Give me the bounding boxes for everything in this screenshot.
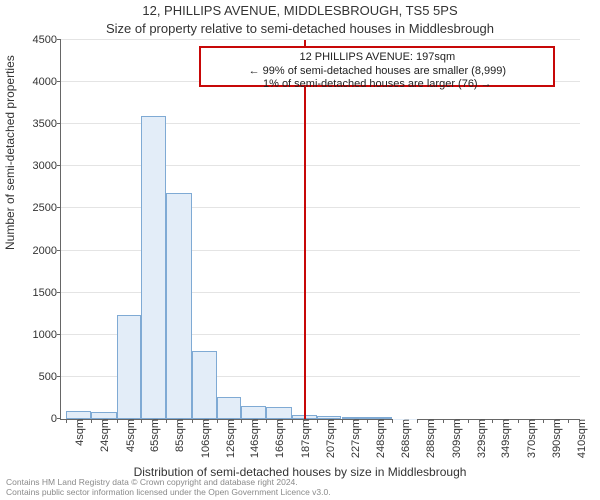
y-tick-label: 3500 bbox=[33, 118, 61, 130]
y-tick-label: 3000 bbox=[33, 160, 61, 172]
histogram-bar bbox=[192, 351, 217, 419]
x-tick-label: 268sqm bbox=[396, 419, 412, 458]
grid-line bbox=[61, 39, 580, 40]
x-tick-mark bbox=[266, 419, 267, 423]
x-tick-mark bbox=[117, 419, 118, 423]
y-tick-label: 1500 bbox=[33, 287, 61, 299]
x-tick-mark bbox=[141, 419, 142, 423]
x-tick-label: 166sqm bbox=[270, 419, 286, 458]
footer-attribution: Contains HM Land Registry data © Crown c… bbox=[6, 478, 331, 498]
x-tick-label: 288sqm bbox=[421, 419, 437, 458]
histogram-bar bbox=[141, 116, 166, 419]
y-tick-label: 500 bbox=[39, 371, 61, 383]
x-tick-mark bbox=[241, 419, 242, 423]
annotation-line1: 12 PHILLIPS AVENUE: 197sqm bbox=[207, 51, 547, 65]
x-tick-label: 370sqm bbox=[522, 419, 538, 458]
y-tick-label: 4500 bbox=[33, 34, 61, 46]
x-tick-mark bbox=[342, 419, 343, 423]
x-tick-label: 410sqm bbox=[572, 419, 588, 458]
x-tick-mark bbox=[518, 419, 519, 423]
x-tick-label: 24sqm bbox=[95, 419, 111, 452]
x-tick-label: 65sqm bbox=[145, 419, 161, 452]
x-tick-mark bbox=[492, 419, 493, 423]
histogram-bar bbox=[241, 406, 266, 419]
x-tick-mark bbox=[367, 419, 368, 423]
x-tick-label: 227sqm bbox=[346, 419, 362, 458]
x-tick-label: 329sqm bbox=[472, 419, 488, 458]
y-tick-label: 4000 bbox=[33, 76, 61, 88]
histogram-bar bbox=[217, 397, 242, 419]
x-tick-label: 207sqm bbox=[321, 419, 337, 458]
y-tick-label: 1000 bbox=[33, 329, 61, 341]
histogram-bar bbox=[91, 412, 117, 419]
grid-line bbox=[61, 250, 580, 251]
grid-line bbox=[61, 165, 580, 166]
x-tick-mark bbox=[292, 419, 293, 423]
x-tick-label: 248sqm bbox=[371, 419, 387, 458]
x-tick-mark bbox=[66, 419, 67, 423]
x-tick-mark bbox=[568, 419, 569, 423]
y-tick-label: 2000 bbox=[33, 245, 61, 257]
x-tick-label: 126sqm bbox=[221, 419, 237, 458]
x-tick-mark bbox=[317, 419, 318, 423]
x-tick-label: 45sqm bbox=[121, 419, 137, 452]
x-tick-label: 106sqm bbox=[196, 419, 212, 458]
x-tick-label: 4sqm bbox=[70, 419, 86, 446]
x-tick-mark bbox=[417, 419, 418, 423]
histogram-bar bbox=[117, 315, 142, 419]
property-marker-line bbox=[304, 40, 306, 419]
x-tick-mark bbox=[443, 419, 444, 423]
y-axis-label: Number of semi-detached properties bbox=[3, 55, 17, 250]
x-tick-label: 187sqm bbox=[296, 419, 312, 458]
plot-area: 0500100015002000250030003500400045004sqm… bbox=[60, 40, 580, 420]
chart-title-subtitle: Size of property relative to semi-detach… bbox=[0, 21, 600, 36]
histogram-bar bbox=[66, 411, 91, 419]
x-tick-label: 390sqm bbox=[547, 419, 563, 458]
x-tick-mark bbox=[392, 419, 393, 423]
chart-root: 12, PHILLIPS AVENUE, MIDDLESBROUGH, TS5 … bbox=[0, 0, 600, 500]
x-tick-mark bbox=[192, 419, 193, 423]
histogram-bar bbox=[166, 193, 192, 419]
grid-line bbox=[61, 207, 580, 208]
x-tick-label: 85sqm bbox=[170, 419, 186, 452]
x-tick-mark bbox=[543, 419, 544, 423]
y-tick-label: 2500 bbox=[33, 202, 61, 214]
annotation-line2: ← 99% of semi-detached houses are smalle… bbox=[207, 65, 547, 79]
grid-line bbox=[61, 123, 580, 124]
grid-line bbox=[61, 292, 580, 293]
x-tick-label: 349sqm bbox=[496, 419, 512, 458]
x-tick-mark bbox=[217, 419, 218, 423]
footer-line2: Contains public sector information licen… bbox=[6, 488, 331, 498]
annotation-line3: 1% of semi-detached houses are larger (7… bbox=[207, 78, 547, 92]
chart-title-address: 12, PHILLIPS AVENUE, MIDDLESBROUGH, TS5 … bbox=[0, 3, 600, 18]
x-tick-label: 146sqm bbox=[245, 419, 261, 458]
histogram-bar bbox=[266, 407, 292, 419]
x-tick-label: 309sqm bbox=[447, 419, 463, 458]
annotation-box: 12 PHILLIPS AVENUE: 197sqm ← 99% of semi… bbox=[199, 46, 555, 87]
y-tick-label: 0 bbox=[51, 413, 61, 425]
x-tick-mark bbox=[166, 419, 167, 423]
x-tick-mark bbox=[91, 419, 92, 423]
x-tick-mark bbox=[468, 419, 469, 423]
